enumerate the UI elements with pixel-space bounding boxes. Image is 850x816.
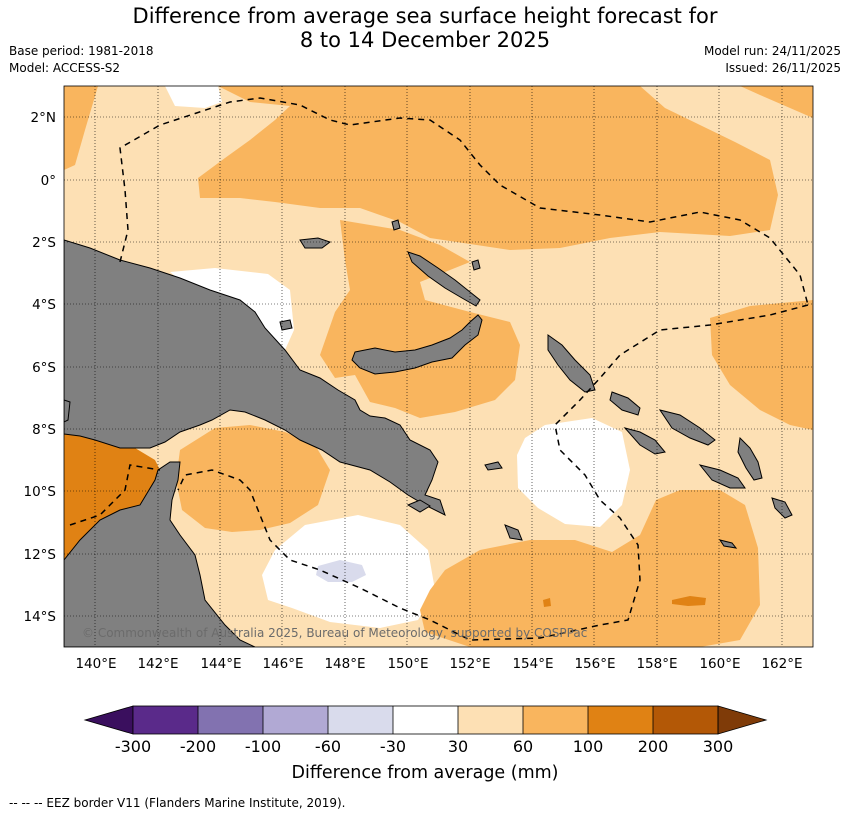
lat-label: 12°S — [24, 547, 57, 563]
copyright-text: © Commonwealth of Australia 2025, Bureau… — [82, 626, 587, 640]
anomaly-region-positive-torres — [176, 425, 330, 532]
land-new-georgia — [623, 427, 666, 455]
meta-right: Model run: 24/11/2025 Issued: 26/11/2025 — [704, 43, 841, 77]
lat-label: 0° — [41, 173, 56, 189]
land-rennell — [718, 539, 738, 549]
land-makira — [771, 497, 793, 519]
anomaly-region-positive-nw — [64, 86, 98, 170]
lon-label: 144°E — [200, 656, 241, 672]
colorbar-dividers — [197, 706, 654, 734]
colorbar-high-arrow — [717, 705, 768, 735]
colorbar-low-arrow — [83, 705, 134, 735]
lat-label: 6°S — [32, 360, 56, 376]
colorbar-tick-label: -100 — [245, 737, 281, 756]
eez-legend: -- -- -- EEZ border V11 (Flanders Marine… — [9, 796, 346, 810]
colorbar-tick-label: 200 — [638, 737, 669, 756]
title-line-2: 8 to 14 December 2025 — [299, 28, 551, 52]
lat-label: 8°S — [32, 422, 56, 438]
lon-label: 160°E — [699, 656, 740, 672]
graticule — [64, 86, 813, 647]
colorbar-swatch — [133, 706, 198, 734]
anomaly-region-negative-small — [316, 560, 366, 582]
anomaly-spot-east — [672, 596, 706, 606]
lon-label: 156°E — [574, 656, 615, 672]
lon-label: 162°E — [761, 656, 802, 672]
map-title: Difference from average sea surface heig… — [0, 4, 850, 52]
lat-label: 4°S — [32, 297, 56, 313]
land-new-britain — [351, 314, 483, 375]
model-run: Model run: 24/11/2025 — [703, 44, 841, 58]
colorbar-tick-label: -60 — [315, 737, 341, 756]
anomaly-spot-central — [543, 598, 551, 607]
longitude-labels: 140°E 142°E 144°E 146°E 148°E 150°E 152°… — [75, 656, 802, 672]
eez-borders — [69, 97, 809, 641]
land-dentrecasteaux — [406, 499, 431, 513]
anomaly-region-positive-ne — [740, 86, 813, 118]
eez-line-west — [69, 464, 161, 526]
anomaly-region-neutral-top — [165, 86, 222, 108]
lat-label: 14°S — [24, 609, 57, 625]
land-louisiade — [504, 524, 523, 541]
lon-label: 152°E — [449, 656, 490, 672]
eez-line-north — [119, 97, 809, 306]
colorbar-tick-label: 100 — [573, 737, 604, 756]
land-malaita — [737, 436, 763, 481]
lon-label: 158°E — [636, 656, 677, 672]
lon-label: 142°E — [137, 656, 178, 672]
colorbar-swatch — [523, 706, 588, 734]
issued-date: Issued: 26/11/2025 — [725, 61, 841, 75]
colorbar-swatch — [653, 706, 718, 734]
eez-line-east — [177, 304, 809, 641]
lat-label: 2°S — [32, 235, 56, 251]
land-new-ireland — [407, 251, 481, 307]
lon-label: 146°E — [262, 656, 303, 672]
colorbar-tick-label: -300 — [115, 737, 151, 756]
colorbar-swatch — [198, 706, 263, 734]
colorbar-swatch — [458, 706, 523, 734]
colorbar-tick-label: 60 — [513, 737, 533, 756]
anomaly-region-neutral-solomon — [517, 418, 630, 527]
lon-label: 150°E — [387, 656, 428, 672]
model-name: Model: ACCESS-S2 — [9, 61, 121, 75]
land-lihir — [471, 259, 481, 271]
title-line-1: Difference from average sea surface heig… — [132, 4, 718, 28]
land-mussau — [391, 219, 401, 231]
lon-label: 154°E — [512, 656, 553, 672]
land-trobriand — [484, 461, 503, 471]
colorbar-outline — [132, 705, 719, 735]
land-new-guinea — [64, 239, 446, 516]
meta-left: Base period: 1981-2018 Model: ACCESS-S2 — [9, 43, 154, 77]
colorbar-swatch — [263, 706, 328, 734]
colorbar-title: Difference from average (mm) — [291, 763, 558, 783]
colorbar-tick-label: -200 — [180, 737, 216, 756]
land-karkar — [279, 319, 293, 331]
colorbar-tick-label: 30 — [448, 737, 468, 756]
colorbar: -300 -200 -100 -60 -30 30 60 100 200 300… — [83, 705, 768, 783]
colorbar-swatch — [393, 706, 458, 734]
colorbar-tick-label: -30 — [380, 737, 406, 756]
anomaly-region-positive-north — [198, 86, 778, 250]
land-manus — [299, 237, 332, 249]
anomaly-region-positive-coral-sea — [420, 490, 760, 647]
map-frame — [63, 85, 814, 648]
latitude-labels: 2°N 0° 2°S 4°S 6°S 8°S 10°S 12°S 14°S — [24, 110, 57, 625]
colorbar-tick-label: 300 — [703, 737, 734, 756]
base-period: Base period: 1981-2018 — [9, 44, 154, 58]
land-west-edge — [64, 399, 71, 423]
lon-label: 140°E — [75, 656, 116, 672]
colorbar-swatch — [588, 706, 653, 734]
land-choiseul — [609, 391, 641, 416]
land-guadalcanal — [698, 464, 746, 489]
land-santa-isabel — [658, 409, 716, 446]
colorbar-swatch — [328, 706, 393, 734]
land-cape-york — [64, 461, 256, 647]
anomaly-region-positive-east — [710, 300, 813, 430]
land-bougainville — [547, 334, 596, 393]
lon-label: 148°E — [324, 656, 365, 672]
lat-label: 10°S — [24, 484, 57, 500]
colorbar-tick-labels: -300 -200 -100 -60 -30 30 60 100 200 300 — [115, 737, 733, 756]
lat-label: 2°N — [31, 110, 56, 126]
map-area — [64, 86, 813, 647]
